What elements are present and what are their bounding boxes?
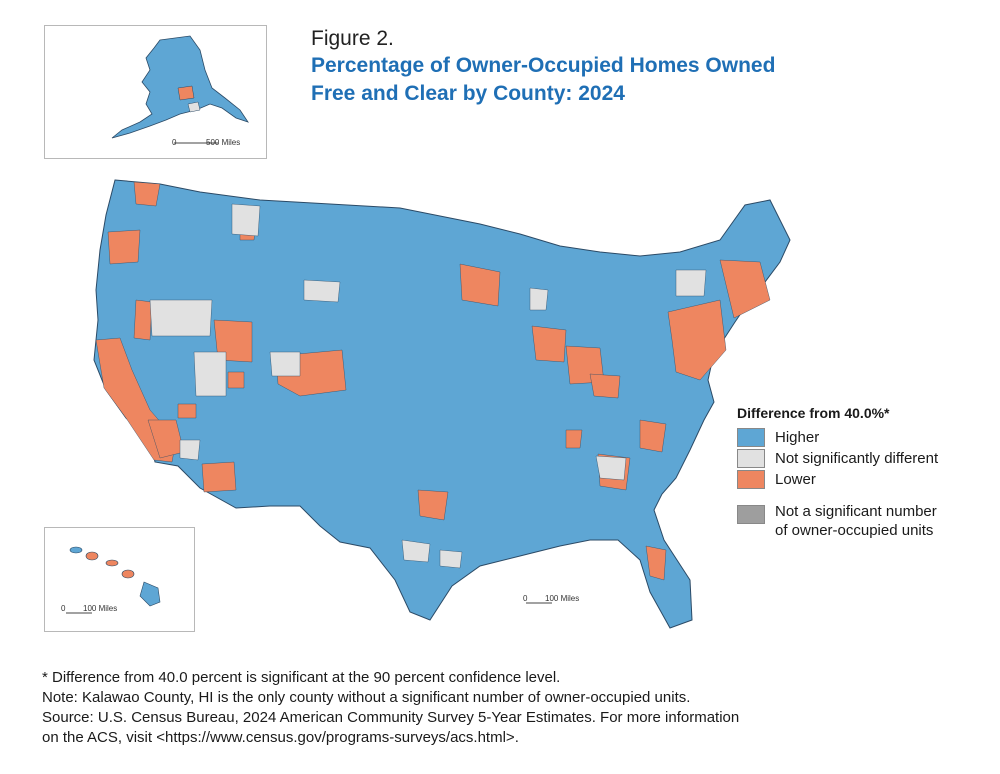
legend-na-line1: Not a significant number — [775, 503, 937, 520]
legend: Difference from 40.0%* Higher Not signif… — [737, 405, 997, 540]
alaska-neutral-county — [187, 101, 201, 113]
footnote-note: Note: Kalawao County, HI is the only cou… — [42, 689, 691, 706]
legend-item-not-significant: Not significantly different — [737, 448, 997, 469]
hawaii-scale-zero: 0 — [61, 604, 66, 613]
legend-label-not-available: Not a significant number of owner-occupi… — [775, 502, 937, 540]
footnote-source: Source: U.S. Census Bureau, 2024 America… — [42, 709, 740, 726]
hawaii-inset-frame — [44, 527, 195, 632]
legend-swatch-lower — [737, 470, 765, 489]
legend-label-higher: Higher — [775, 429, 820, 446]
footnote-source-cont: on the ACS, visit <https://www.census.go… — [42, 729, 519, 746]
legend-swatch-not-significant — [737, 449, 765, 468]
footnotes: * Difference from 40.0 percent is signif… — [42, 668, 962, 748]
alaska-lower-county — [177, 85, 195, 101]
figure-title-line1: Percentage of Owner-Occupied Homes Owned — [311, 54, 776, 77]
alaska-scale-zero: 0 — [172, 138, 177, 147]
legend-na-line2: of owner-occupied units — [775, 522, 934, 539]
neutral-county-clusters — [149, 203, 707, 569]
figure-label: Figure 2. — [311, 27, 394, 50]
legend-item-lower: Lower — [737, 469, 997, 490]
hawaii-shape — [69, 546, 161, 607]
figure-title: Percentage of Owner-Occupied Homes Owned… — [311, 52, 911, 108]
main-scale-label: 100 Miles — [545, 594, 580, 603]
legend-item-higher: Higher — [737, 427, 997, 448]
figure-title-line2: Free and Clear by County: 2024 — [311, 82, 625, 105]
legend-label-not-significant: Not significantly different — [775, 450, 939, 467]
legend-label-lower: Lower — [775, 471, 816, 488]
footnote-significance: * Difference from 40.0 percent is signif… — [42, 669, 561, 686]
main-scale-zero: 0 — [523, 594, 528, 603]
alaska-scale-label: 500 Miles — [206, 138, 241, 147]
contiguous-us-shape — [93, 179, 791, 629]
alaska-shape — [111, 35, 249, 139]
legend-title: Difference from 40.0%* — [737, 405, 890, 421]
lower-county-clusters — [95, 181, 771, 581]
legend-item-not-available: Not a significant number of owner-occupi… — [737, 502, 997, 540]
hawaii-scale-label: 100 Miles — [83, 604, 118, 613]
legend-swatch-higher — [737, 428, 765, 447]
legend-swatch-not-available — [737, 505, 765, 524]
